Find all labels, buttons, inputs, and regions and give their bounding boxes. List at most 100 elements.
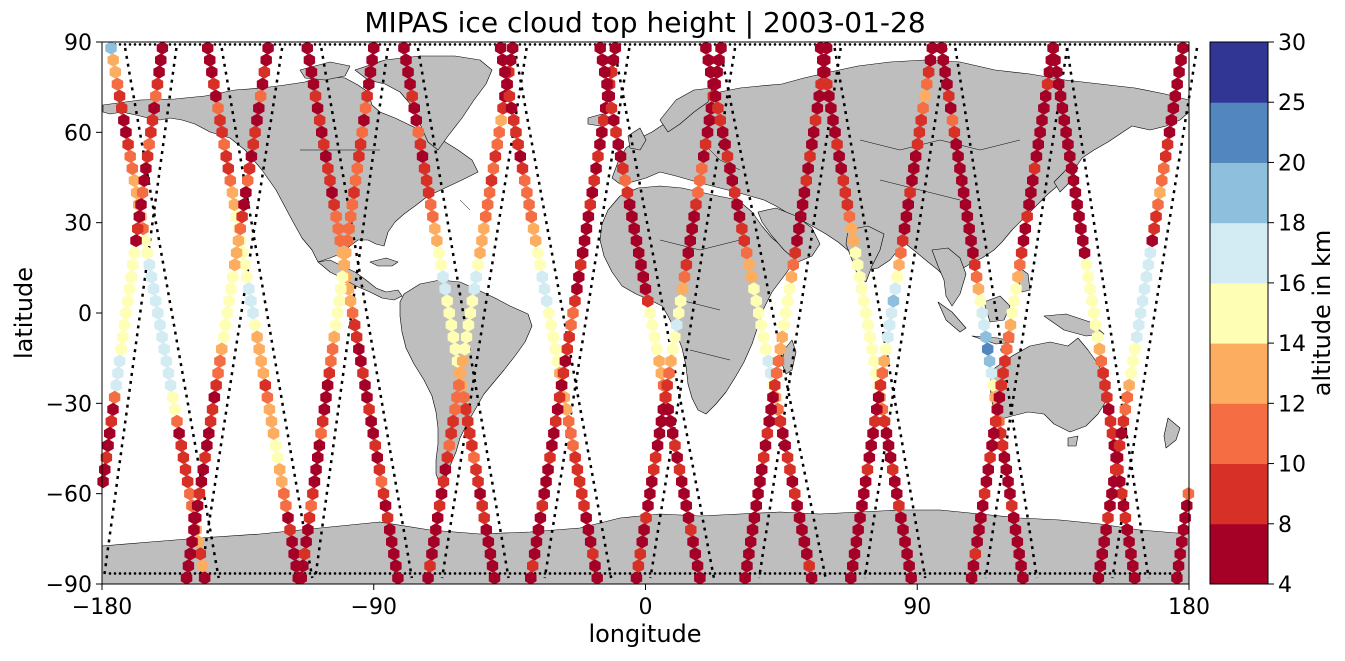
data-point — [1078, 246, 1091, 260]
data-point — [738, 234, 750, 248]
polar-dot — [988, 572, 992, 575]
data-point — [164, 378, 177, 392]
data-point — [776, 330, 788, 344]
y-axis: −90 −60 −30 0 30 60 90 — [46, 31, 102, 598]
orbit-track — [199, 47, 284, 579]
data-point — [653, 426, 666, 440]
polar-dot — [238, 572, 242, 575]
polar-dot — [1008, 572, 1012, 575]
data-point — [823, 89, 835, 103]
polar-dot — [993, 43, 997, 46]
y-tick-label: −60 — [46, 483, 92, 508]
orbit-track — [718, 47, 827, 579]
data-point — [767, 390, 779, 404]
polar-dot — [228, 572, 232, 575]
data-point — [919, 89, 931, 103]
data-point — [512, 137, 524, 151]
data-point — [562, 414, 575, 428]
data-point — [130, 234, 142, 248]
data-point — [1172, 559, 1185, 573]
data-points — [97, 41, 1195, 585]
polar-dot — [393, 43, 397, 46]
data-point — [974, 294, 986, 308]
polar-dot — [978, 43, 982, 46]
data-point — [891, 270, 903, 284]
data-point — [113, 354, 126, 368]
polar-dot — [123, 572, 127, 575]
land-new-guinea — [1043, 313, 1105, 337]
polar-dot — [543, 572, 547, 575]
data-point — [468, 450, 480, 465]
chart-title: MIPAS ice cloud top height | 2003-01-28 — [364, 6, 925, 39]
data-point — [249, 125, 261, 139]
data-point — [300, 535, 312, 549]
polar-dot — [108, 572, 112, 575]
data-point — [210, 89, 222, 103]
data-point — [785, 270, 798, 284]
data-point — [102, 438, 114, 453]
data-point — [664, 414, 677, 428]
data-point — [1000, 463, 1012, 477]
polar-dot — [848, 43, 852, 46]
data-point — [243, 282, 255, 296]
data-point — [731, 198, 743, 212]
data-point — [887, 294, 900, 308]
colorbar-tick-label: 12 — [1278, 392, 1306, 417]
data-point — [525, 571, 537, 585]
data-point — [366, 53, 378, 67]
data-point — [1017, 234, 1030, 248]
data-point — [569, 450, 581, 465]
polar-dot — [263, 572, 267, 575]
polar-dot — [363, 43, 367, 46]
data-point — [1113, 438, 1126, 453]
data-point — [368, 41, 380, 55]
data-point — [866, 342, 878, 356]
data-point — [755, 318, 767, 332]
data-point — [607, 53, 620, 67]
data-point — [965, 571, 978, 585]
polar-dot — [178, 43, 182, 46]
data-point — [355, 354, 367, 368]
data-point — [97, 475, 109, 489]
data-point — [493, 125, 505, 139]
data-point — [425, 198, 437, 212]
data-point — [837, 173, 849, 188]
data-point — [305, 65, 318, 79]
polar-dot — [1153, 572, 1157, 575]
data-point — [779, 438, 791, 453]
y-tick-label: 60 — [64, 121, 92, 146]
polar-dot — [923, 43, 927, 46]
data-point — [688, 210, 700, 224]
data-point — [333, 294, 345, 308]
polar-dot — [838, 43, 842, 46]
polar-dot — [878, 43, 882, 46]
data-point — [673, 463, 686, 477]
polar-dot — [973, 43, 977, 46]
polar-dot — [873, 572, 877, 575]
polar-dot — [923, 572, 927, 575]
polar-dot — [418, 572, 422, 575]
polar-dot — [153, 43, 157, 46]
data-point — [367, 426, 379, 440]
data-point — [1140, 270, 1153, 284]
polar-dot — [1158, 572, 1162, 575]
polar-dot — [643, 43, 647, 46]
data-point — [1121, 390, 1133, 404]
polar-dot — [988, 43, 992, 46]
data-point — [1119, 511, 1132, 525]
data-point — [488, 571, 501, 585]
data-point — [1030, 149, 1043, 163]
polar-dot — [688, 572, 692, 575]
data-point — [1027, 173, 1039, 188]
polar-dot — [963, 43, 967, 46]
data-point — [508, 113, 520, 127]
data-point — [478, 222, 490, 236]
data-point — [702, 53, 714, 67]
data-point — [547, 330, 559, 344]
data-point — [754, 475, 766, 489]
data-point — [669, 438, 681, 453]
data-point — [1062, 137, 1074, 151]
data-point — [937, 53, 949, 67]
data-point — [437, 270, 449, 284]
colorbar-segment — [1210, 403, 1268, 465]
